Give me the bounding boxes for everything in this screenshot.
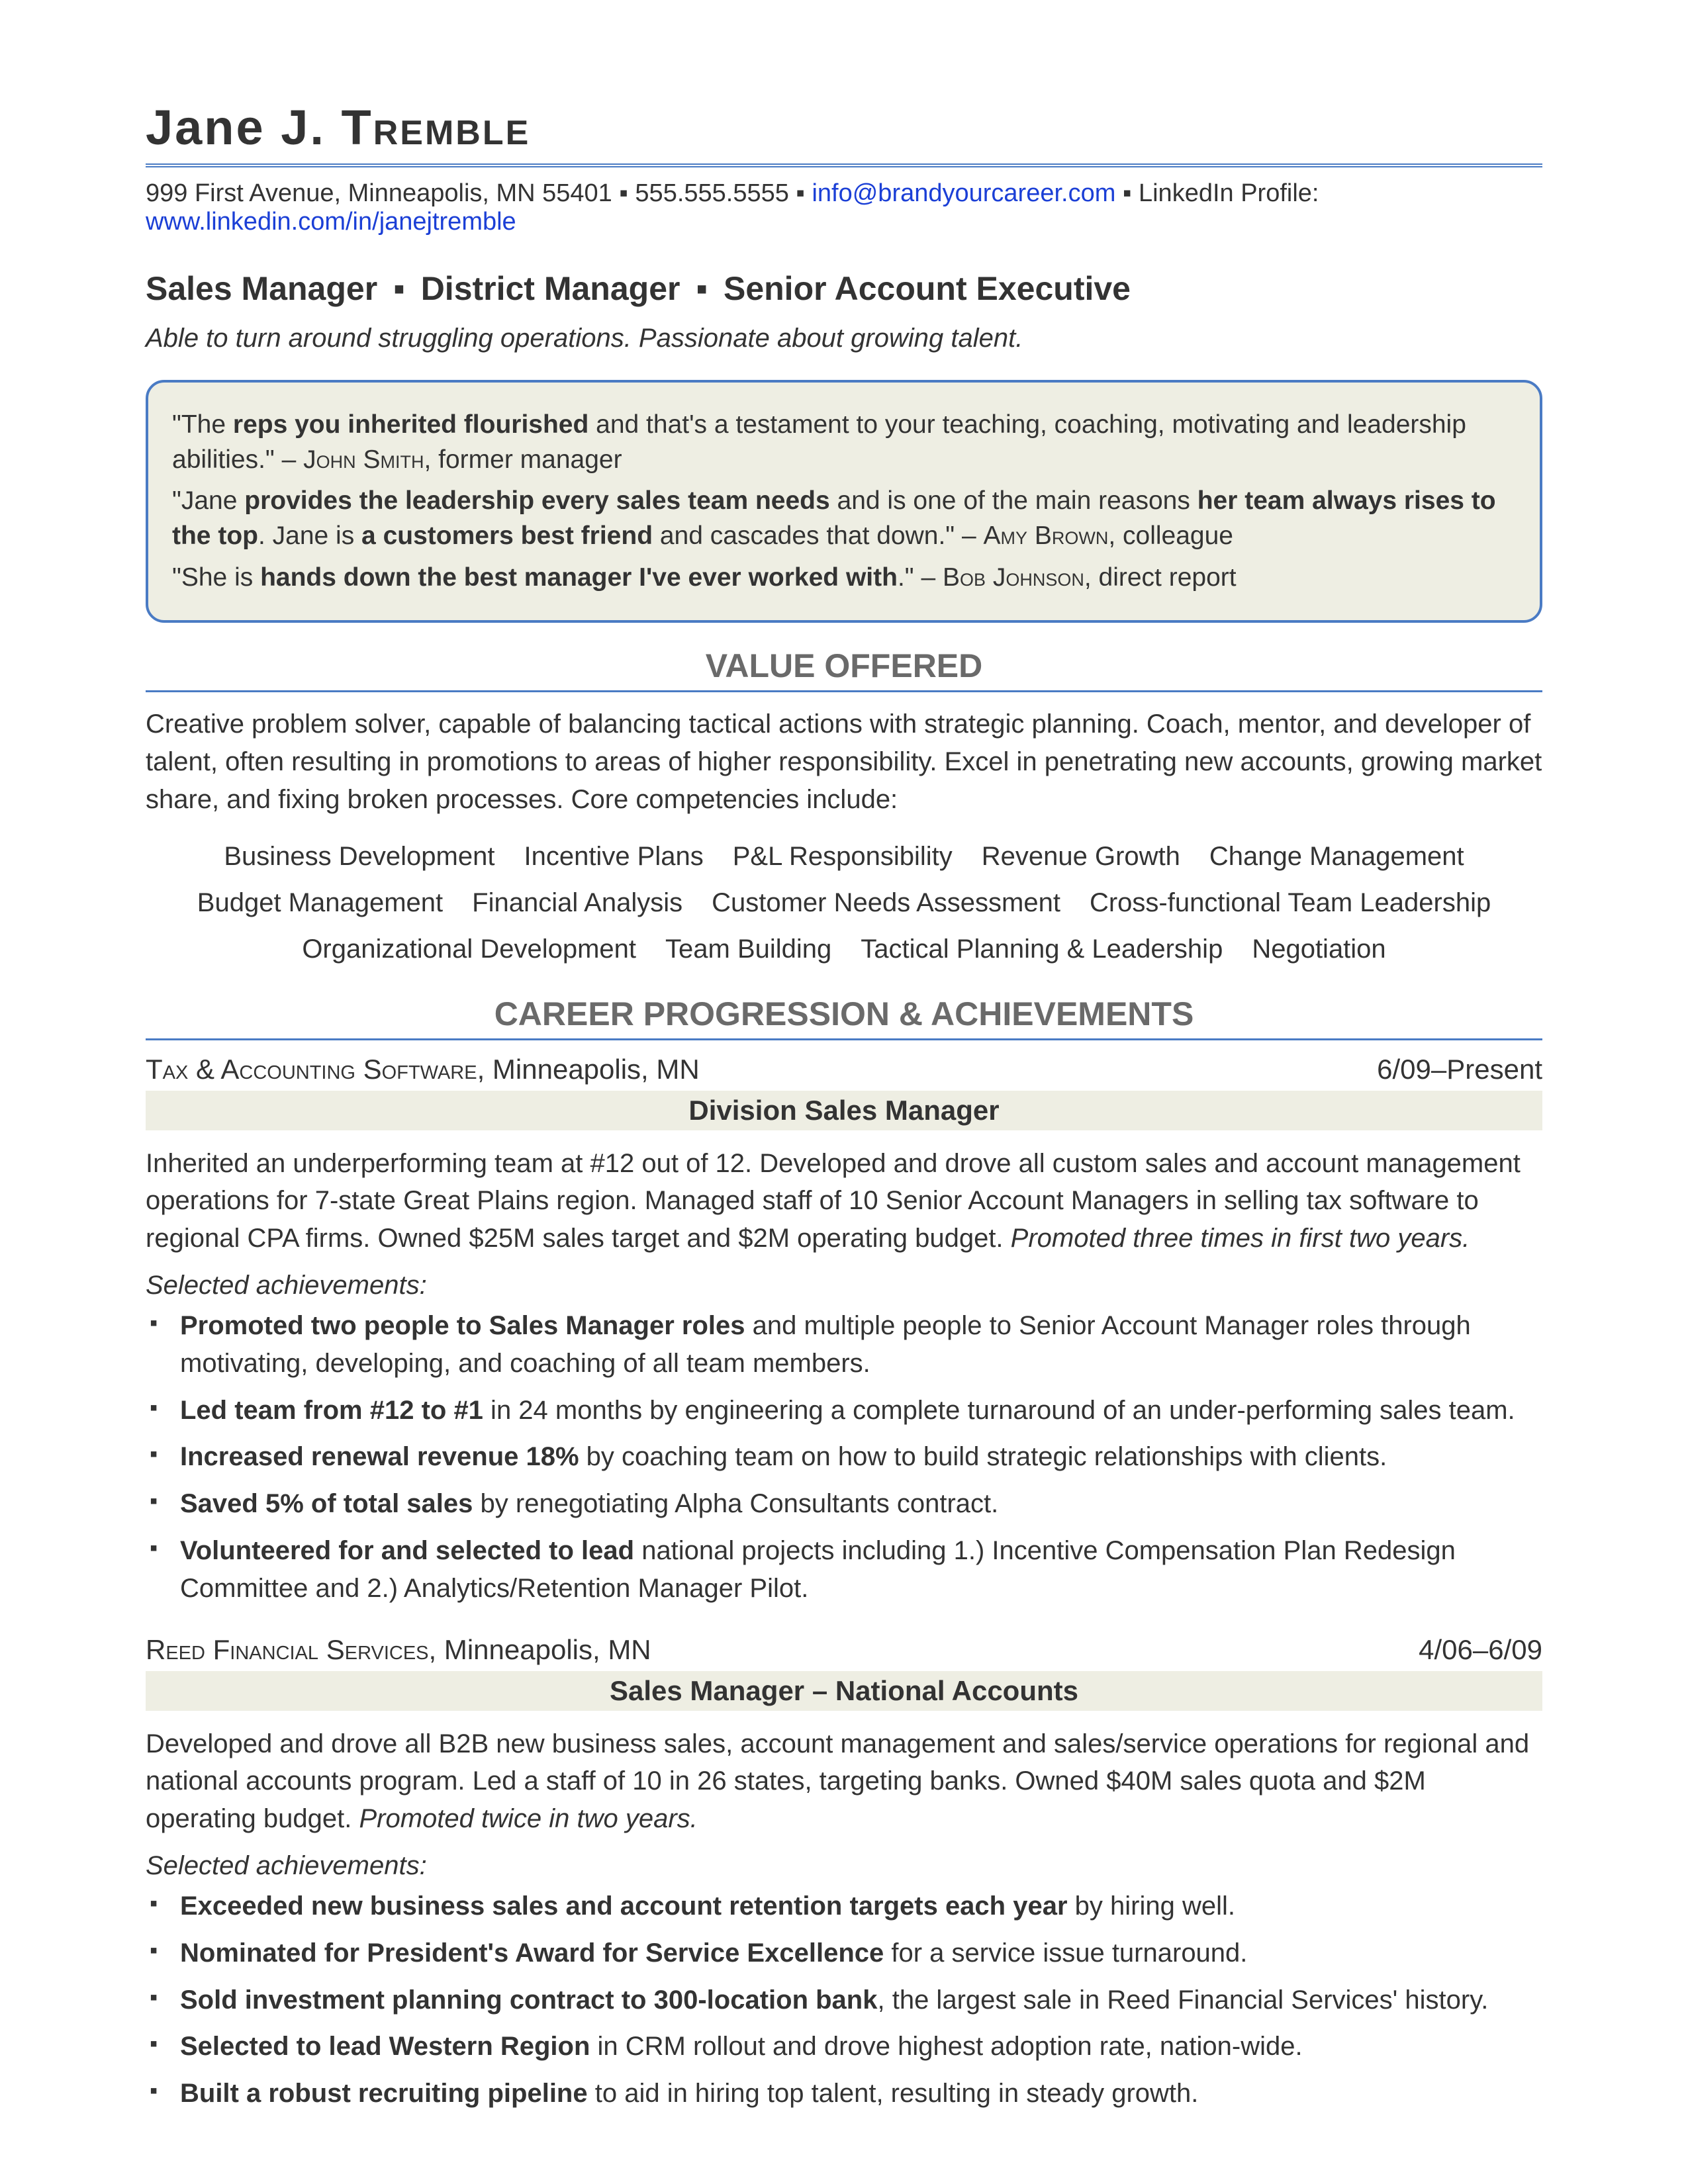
value-body: Creative problem solver, capable of bala… [146, 705, 1542, 818]
list-item: Selected to lead Western Region in CRM r… [180, 2028, 1542, 2066]
headline-roles: Sales Manager ▪ District Manager ▪ Senio… [146, 269, 1542, 308]
role-3: Senior Account Executive [724, 270, 1131, 307]
first-name: Jane J. [146, 100, 326, 155]
candidate-name: Jane J. Tremble [146, 99, 1542, 156]
job-2-header: Reed Financial Services, Minneapolis, MN… [146, 1634, 1542, 1666]
job-1-achievements: Promoted two people to Sales Manager rol… [146, 1307, 1542, 1608]
job-2-dates: 4/06–6/09 [1419, 1634, 1542, 1666]
list-item: Saved 5% of total sales by renegotiating… [180, 1485, 1542, 1523]
list-item: Increased renewal revenue 18% by coachin… [180, 1438, 1542, 1476]
section-career-title: CAREER PROGRESSION & ACHIEVEMENTS [146, 995, 1542, 1033]
job-2-achievements: Exceeded new business sales and account … [146, 1888, 1542, 2113]
job-2-desc: Developed and drove all B2B new business… [146, 1725, 1542, 1838]
tagline: Able to turn around struggling operation… [146, 324, 1542, 353]
quote-2: "Jane provides the leadership every sale… [172, 484, 1516, 553]
role-1: Sales Manager [146, 270, 377, 307]
job-1-dates: 6/09–Present [1377, 1054, 1542, 1085]
list-item: Promoted two people to Sales Manager rol… [180, 1307, 1542, 1383]
list-item: Sold investment planning contract to 300… [180, 1981, 1542, 2019]
testimonial-box: "The reps you inherited flourished and t… [146, 380, 1542, 623]
sep: ▪ [1115, 179, 1139, 207]
quote-1: "The reps you inherited flourished and t… [172, 408, 1516, 477]
sep: ▪ [612, 179, 635, 207]
list-item: Nominated for President's Award for Serv… [180, 1934, 1542, 1972]
phone: 555.555.5555 [635, 179, 788, 207]
section-value-title: VALUE OFFERED [146, 647, 1542, 685]
linkedin-link[interactable]: www.linkedin.com/in/janejtremble [146, 208, 516, 236]
list-item: Volunteered for and selected to lead nat… [180, 1532, 1542, 1608]
competency-row-2: Budget ManagementFinancial AnalysisCusto… [146, 880, 1542, 926]
list-item: Led team from #12 to #1 in 24 months by … [180, 1392, 1542, 1430]
linkedin-label: LinkedIn Profile: [1139, 179, 1319, 207]
job-1-company-line: Tax & Accounting Software, Minneapolis, … [146, 1054, 700, 1085]
header-divider [146, 163, 1542, 167]
career-divider [146, 1038, 1542, 1040]
last-name: Tremble [342, 100, 531, 155]
quote-3: "She is hands down the best manager I've… [172, 561, 1516, 596]
role-2: District Manager [421, 270, 680, 307]
sep: ▪ [789, 179, 812, 207]
contact-line: 999 First Avenue, Minneapolis, MN 55401 … [146, 179, 1542, 236]
email-link[interactable]: info@brandyourcareer.com [812, 179, 1115, 207]
competency-row-3: Organizational DevelopmentTeam BuildingT… [146, 926, 1542, 972]
job-2-company-line: Reed Financial Services, Minneapolis, MN [146, 1634, 651, 1666]
competency-row-1: Business DevelopmentIncentive PlansP&L R… [146, 833, 1542, 880]
job-1-header: Tax & Accounting Software, Minneapolis, … [146, 1054, 1542, 1085]
value-divider [146, 690, 1542, 692]
list-item: Built a robust recruiting pipeline to ai… [180, 2075, 1542, 2113]
job-1-desc: Inherited an underperforming team at #12… [146, 1145, 1542, 1257]
job-1-title: Division Sales Manager [146, 1091, 1542, 1130]
job-1-ach-head: Selected achievements: [146, 1271, 1542, 1300]
job-2-title: Sales Manager – National Accounts [146, 1671, 1542, 1711]
list-item: Exceeded new business sales and account … [180, 1888, 1542, 1925]
address: 999 First Avenue, Minneapolis, MN 55401 [146, 179, 612, 207]
job-2-ach-head: Selected achievements: [146, 1851, 1542, 1881]
competencies-list: Business DevelopmentIncentive PlansP&L R… [146, 833, 1542, 972]
